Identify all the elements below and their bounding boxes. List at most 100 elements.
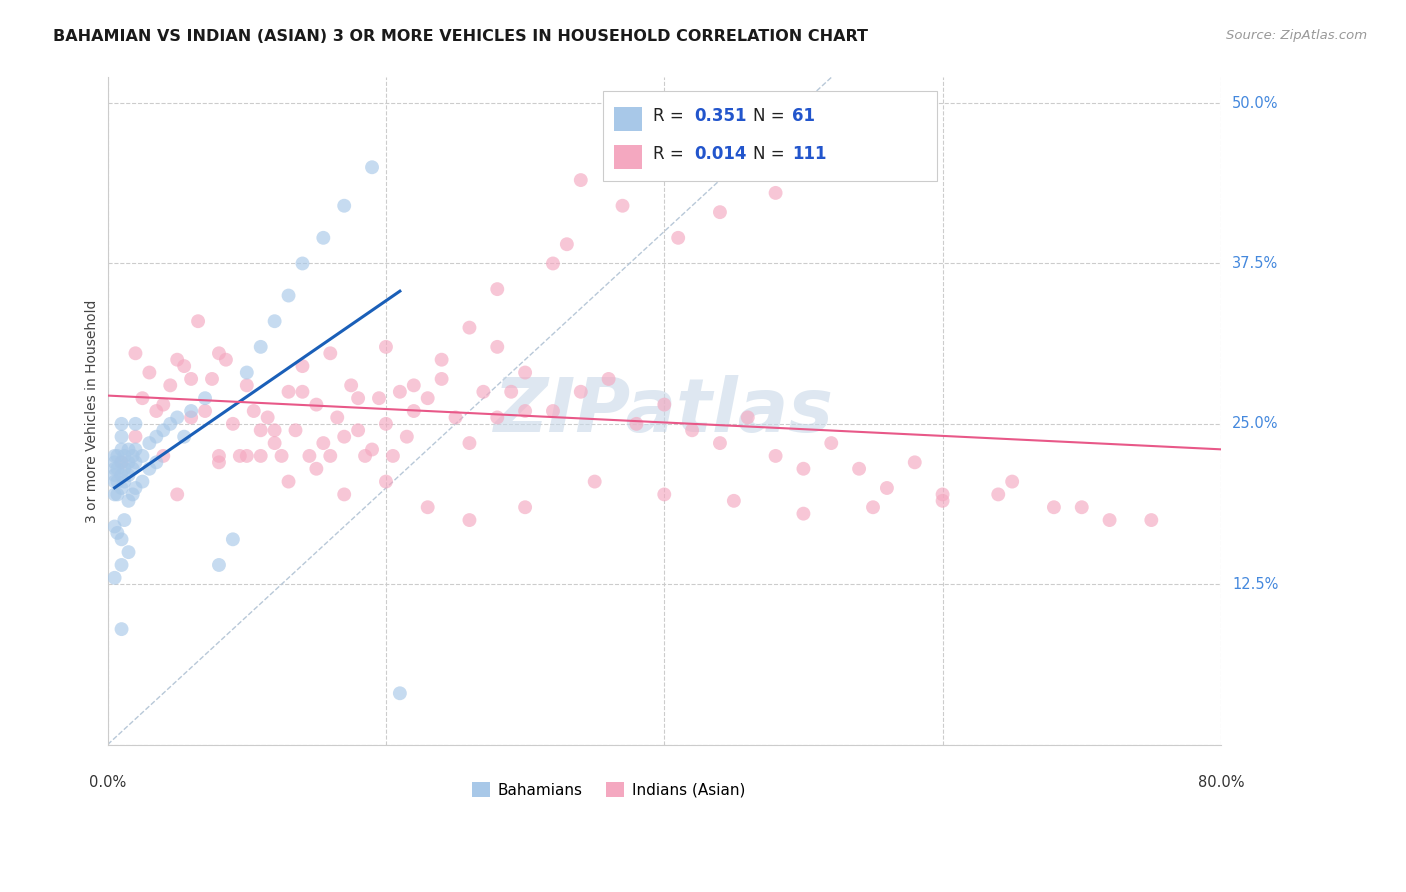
Point bbox=[402, 378, 425, 392]
Point bbox=[904, 455, 927, 469]
Point bbox=[236, 449, 259, 463]
Point bbox=[612, 199, 634, 213]
Point bbox=[117, 455, 139, 469]
Point bbox=[112, 475, 135, 489]
Point bbox=[375, 475, 398, 489]
Point bbox=[117, 468, 139, 483]
Point bbox=[112, 462, 135, 476]
Point bbox=[124, 455, 146, 469]
Point bbox=[388, 384, 411, 399]
Point bbox=[416, 391, 439, 405]
Point bbox=[291, 256, 314, 270]
Point bbox=[987, 487, 1010, 501]
Point bbox=[105, 449, 128, 463]
Point bbox=[541, 256, 564, 270]
Point bbox=[124, 417, 146, 431]
Point bbox=[569, 384, 592, 399]
Point bbox=[152, 449, 174, 463]
Point bbox=[681, 423, 703, 437]
Point bbox=[326, 410, 349, 425]
Point bbox=[222, 417, 245, 431]
Point bbox=[513, 404, 536, 418]
Point bbox=[249, 340, 271, 354]
Point bbox=[430, 372, 453, 386]
Point bbox=[145, 455, 167, 469]
Point bbox=[555, 237, 578, 252]
Point bbox=[180, 372, 202, 386]
Point bbox=[931, 487, 953, 501]
Point bbox=[180, 404, 202, 418]
Point bbox=[110, 455, 132, 469]
Point bbox=[131, 475, 153, 489]
Point bbox=[263, 423, 285, 437]
Point bbox=[138, 462, 160, 476]
Point bbox=[626, 135, 648, 149]
Point bbox=[444, 410, 467, 425]
Text: 25.0%: 25.0% bbox=[1232, 417, 1278, 432]
Point bbox=[430, 352, 453, 367]
Point bbox=[105, 475, 128, 489]
Point bbox=[291, 359, 314, 373]
Point bbox=[138, 436, 160, 450]
Point bbox=[110, 622, 132, 636]
Text: N =: N = bbox=[754, 107, 790, 125]
Point bbox=[277, 384, 299, 399]
Point bbox=[333, 430, 356, 444]
Point bbox=[112, 449, 135, 463]
Point bbox=[368, 391, 391, 405]
Point bbox=[110, 442, 132, 457]
Point bbox=[347, 391, 370, 405]
Point bbox=[131, 391, 153, 405]
Point bbox=[666, 231, 689, 245]
Point bbox=[138, 366, 160, 380]
Point bbox=[820, 436, 842, 450]
Text: N =: N = bbox=[754, 145, 790, 163]
Point bbox=[222, 533, 245, 547]
Point bbox=[598, 372, 620, 386]
Text: 80.0%: 80.0% bbox=[1198, 775, 1244, 790]
Point bbox=[388, 686, 411, 700]
Point bbox=[375, 417, 398, 431]
Point bbox=[458, 320, 481, 334]
Point bbox=[121, 449, 143, 463]
Point bbox=[104, 468, 127, 483]
Point bbox=[145, 404, 167, 418]
FancyBboxPatch shape bbox=[614, 107, 643, 131]
Point bbox=[201, 372, 224, 386]
Point bbox=[298, 449, 321, 463]
Point bbox=[626, 417, 648, 431]
Point bbox=[121, 462, 143, 476]
Point bbox=[215, 352, 238, 367]
Point bbox=[105, 462, 128, 476]
Point bbox=[173, 359, 195, 373]
Point bbox=[104, 449, 127, 463]
Point bbox=[1001, 475, 1024, 489]
Text: 0.014: 0.014 bbox=[695, 145, 747, 163]
Point bbox=[319, 346, 342, 360]
Point bbox=[765, 186, 787, 200]
Point bbox=[263, 436, 285, 450]
Point bbox=[541, 404, 564, 418]
Point bbox=[709, 205, 731, 219]
Point bbox=[152, 398, 174, 412]
Point bbox=[110, 455, 132, 469]
Point bbox=[340, 378, 363, 392]
Point bbox=[375, 340, 398, 354]
Point bbox=[104, 475, 127, 489]
Point bbox=[152, 423, 174, 437]
Point bbox=[121, 487, 143, 501]
Point bbox=[486, 282, 509, 296]
Point bbox=[381, 449, 404, 463]
Point bbox=[709, 436, 731, 450]
Point bbox=[277, 475, 299, 489]
Point bbox=[1070, 500, 1092, 515]
Y-axis label: 3 or more Vehicles in Household: 3 or more Vehicles in Household bbox=[86, 300, 100, 523]
Point bbox=[117, 493, 139, 508]
Point bbox=[361, 160, 384, 174]
Text: 111: 111 bbox=[793, 145, 827, 163]
Point bbox=[208, 558, 231, 572]
Point bbox=[242, 404, 264, 418]
Point bbox=[105, 525, 128, 540]
Point bbox=[583, 475, 606, 489]
Text: BAHAMIAN VS INDIAN (ASIAN) 3 OR MORE VEHICLES IN HOUSEHOLD CORRELATION CHART: BAHAMIAN VS INDIAN (ASIAN) 3 OR MORE VEH… bbox=[53, 29, 869, 44]
